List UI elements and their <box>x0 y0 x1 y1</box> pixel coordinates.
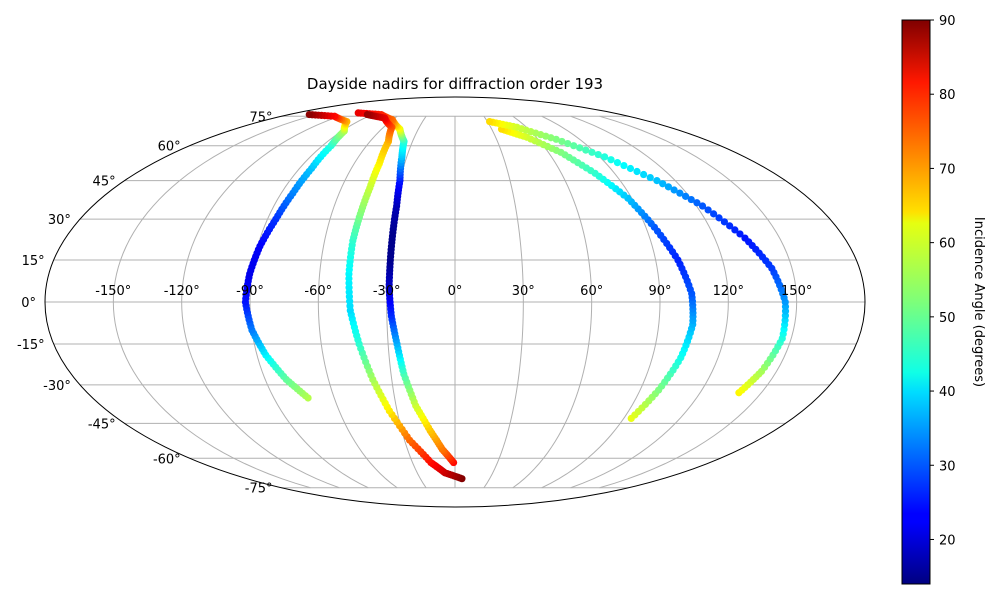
colorbar-tick-label: 50 <box>939 311 956 326</box>
latitude-tick-label: 60° <box>158 140 181 155</box>
graticule <box>45 115 865 489</box>
colorbar-tick-label: 30 <box>939 459 956 474</box>
track-series <box>497 125 697 423</box>
data-point <box>653 177 661 185</box>
data-point <box>558 137 566 146</box>
colorbar-tick-label: 70 <box>939 162 956 177</box>
track-series <box>486 117 790 397</box>
meridian-line <box>599 115 798 489</box>
longitude-tick-label: 90° <box>648 284 671 299</box>
data-point <box>670 186 678 194</box>
meridian-line <box>512 115 593 489</box>
data-point <box>363 110 371 119</box>
track-series <box>241 110 351 402</box>
longitude-tick-label: 60° <box>580 284 603 299</box>
data-point <box>710 210 718 218</box>
colorbar-tick-label: 80 <box>939 88 956 103</box>
latitude-tick-label: 75° <box>249 110 272 125</box>
data-point <box>646 173 654 182</box>
data-point <box>720 218 729 226</box>
latitude-tick-label: -15° <box>17 338 45 353</box>
latitude-tick-label: 30° <box>48 213 71 228</box>
data-point <box>664 183 673 191</box>
data-point <box>736 230 744 238</box>
data-point <box>693 199 701 207</box>
latitude-tick-label: -75° <box>245 482 273 497</box>
data-point <box>640 170 648 179</box>
colorbar-tick-label: 20 <box>939 534 956 549</box>
data-point <box>626 164 635 173</box>
colorbar-tick-label: 90 <box>939 14 956 29</box>
latitude-tick-label: -30° <box>43 379 71 394</box>
meridian-line <box>483 115 524 489</box>
latitude-tick-labels: 75° 60° 45° 30° 15° 0° -15° -30° -45° -60° -75° <box>17 110 273 496</box>
latitude-tick-label: -45° <box>88 417 116 432</box>
data-point <box>486 117 494 126</box>
data-point <box>576 144 584 152</box>
data-point <box>681 192 690 200</box>
data-point <box>715 214 723 222</box>
data-point <box>633 167 641 176</box>
longitude-tick-label: -120° <box>164 284 200 299</box>
data-point <box>704 206 712 214</box>
latitude-tick-label: 0° <box>21 296 36 311</box>
data-points <box>241 109 790 483</box>
longitude-tick-label: 150° <box>781 284 812 299</box>
meridian-line <box>249 115 369 489</box>
latitude-tick-label: 15° <box>22 254 45 269</box>
data-point <box>354 109 362 117</box>
data-point <box>570 142 578 150</box>
data-point <box>582 146 590 154</box>
data-point <box>698 202 707 210</box>
track-series <box>345 110 466 483</box>
longitude-tick-label: 0° <box>448 284 463 299</box>
latitude-tick-label: -60° <box>153 452 181 467</box>
track-series <box>354 109 458 467</box>
data-point <box>659 180 667 188</box>
colorbar: 20 30 40 50 60 70 80 90 Incidence Angle (degree… <box>901 14 986 585</box>
data-point <box>741 234 749 242</box>
data-point <box>564 139 572 148</box>
meridian-line <box>317 115 398 489</box>
data-point <box>676 189 684 197</box>
colorbar-label: Incidence Angle (degrees) <box>971 217 986 387</box>
data-point <box>305 110 313 119</box>
colorbar-ticks: 20 30 40 50 60 70 80 90 <box>930 14 956 549</box>
meridian-line <box>112 115 311 489</box>
map-boundary <box>44 96 866 508</box>
latitude-tick-label: 45° <box>93 175 116 190</box>
data-point <box>588 148 596 156</box>
colorbar-tick-label: 40 <box>939 385 956 400</box>
chart-title: Dayside nadirs for diffraction order 193 <box>307 75 603 93</box>
data-point <box>726 222 734 230</box>
data-point <box>600 153 609 161</box>
longitude-tick-label: -60° <box>304 284 332 299</box>
data-point <box>731 226 739 234</box>
longitude-tick-labels: -150° -120° -90° -60° -30° 0° 30° 60° 90° 120° 150… <box>95 284 812 299</box>
longitude-tick-label: -30° <box>373 284 401 299</box>
data-point <box>620 161 628 170</box>
colorbar-tick-label: 60 <box>939 237 956 252</box>
data-point <box>687 195 695 204</box>
data-point <box>607 156 615 164</box>
longitude-tick-label: 120° <box>713 284 744 299</box>
meridian-line <box>181 115 340 489</box>
meridian-line <box>541 115 661 489</box>
meridian-line <box>570 115 729 489</box>
longitude-tick-label: 30° <box>512 284 535 299</box>
longitude-tick-label: -90° <box>236 284 264 299</box>
colorbar-gradient <box>901 19 931 585</box>
data-point <box>613 159 622 167</box>
data-point <box>594 150 602 159</box>
longitude-tick-label: -150° <box>95 284 131 299</box>
